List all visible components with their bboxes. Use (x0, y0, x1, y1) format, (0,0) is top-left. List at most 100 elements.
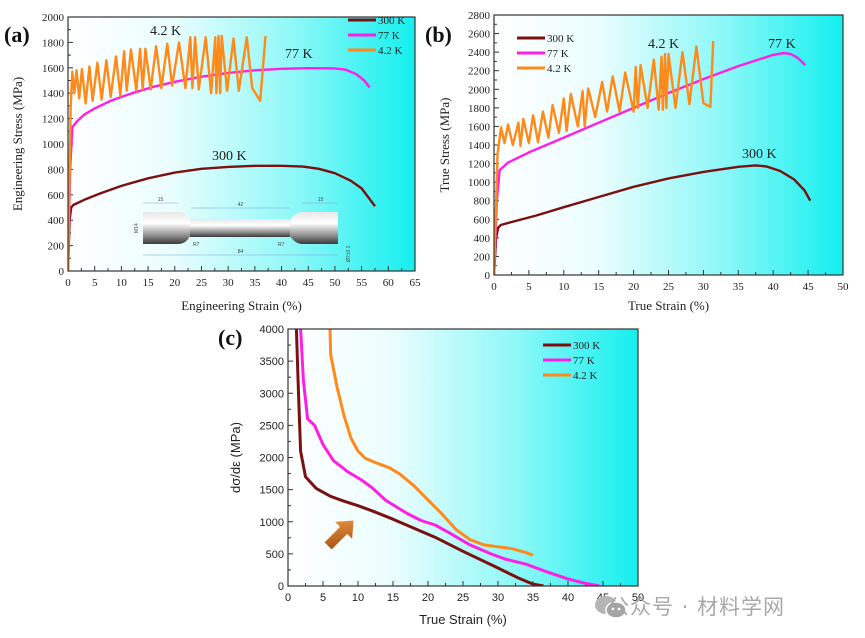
specimen-shoulder-left (178, 212, 190, 244)
legend-label: 4.2 K (378, 45, 403, 57)
x-tick-label: 30 (223, 277, 235, 289)
y-tick-label: 200 (474, 251, 491, 263)
y-tick-label: 1000 (42, 139, 65, 151)
dimension-label: Ø7±0.1 (346, 245, 352, 262)
specimen-shoulder-right (290, 212, 303, 244)
dimension-label: R7 (193, 242, 200, 248)
y-tick-label: 0 (278, 581, 284, 593)
x-tick-label: 40 (768, 281, 780, 293)
y-tick-label: 1500 (260, 485, 284, 497)
x-tick-label: 10 (116, 277, 128, 289)
watermark-text: 公众号 · 材料学网 (608, 595, 786, 619)
x-tick-label: 0 (491, 281, 497, 293)
x-tick-label: 15 (387, 592, 399, 604)
x-tick-label: 0 (285, 592, 291, 604)
x-tick-label: 30 (698, 281, 710, 293)
y-tick-label: 2800 (468, 10, 491, 22)
y-tick-label: 200 (48, 241, 65, 253)
x-tick-label: 25 (663, 281, 675, 293)
x-tick-label: 25 (457, 592, 469, 604)
y-tick-label: 2600 (468, 29, 491, 41)
specimen-gauge (190, 219, 290, 237)
series-line-77-k (68, 67, 371, 271)
x-tick-label: 5 (320, 592, 326, 604)
y-tick-label: 3000 (260, 388, 284, 400)
y-tick-label: 400 (474, 233, 491, 245)
specimen-grip-left (143, 212, 178, 244)
legend-label: 4.2 K (573, 370, 598, 382)
y-tick-label: 600 (474, 214, 491, 226)
legend-label: 4.2 K (547, 63, 572, 75)
y-axis-title: dσ/dε (MPa) (228, 422, 243, 493)
y-tick-label: 0 (59, 266, 65, 278)
legend-label: 300 K (547, 33, 574, 45)
x-tick-label: 25 (196, 277, 208, 289)
x-tick-label: 50 (632, 592, 644, 604)
curve-annotation: 77 K (768, 37, 796, 52)
curve-annotation: 77 K (285, 47, 313, 62)
y-tick-label: 1800 (468, 103, 491, 115)
dimension-label: 42 (238, 202, 244, 208)
y-tick-label: 2500 (260, 420, 284, 432)
legend: 300 K 77 K 4.2 K (348, 15, 405, 57)
curve-annotation: 300 K (742, 147, 777, 162)
legend: 300 K 77 K 4.2 K (517, 33, 574, 75)
series-line-77-k (494, 51, 807, 275)
y-axis-title: True Stress (MPa) (437, 98, 452, 193)
x-tick-label: 35 (527, 592, 539, 604)
y-tick-label: 1400 (468, 140, 491, 152)
x-tick-label: 45 (803, 281, 815, 293)
y-tick-label: 1400 (42, 88, 65, 100)
legend: 300 K 77 K 4.2 K (543, 340, 600, 382)
panel-label: (a) (4, 22, 30, 47)
panel-b: (b) 0 5 10 15 20 25 30 35 40 45 50 0 200 400 600 800 1000… (425, 10, 849, 313)
x-tick-label: 5 (92, 277, 98, 289)
x-tick-label: 30 (492, 592, 504, 604)
y-tick-label: 1200 (42, 114, 65, 126)
y-tick-label: 1600 (468, 121, 491, 133)
x-tick-label: 40 (562, 592, 574, 604)
series-line-300-k (294, 329, 544, 586)
specimen-inset: 15 42 15 84 R7 R7 M14 Ø7±0.1 (134, 197, 352, 262)
x-tick-label: 20 (422, 592, 434, 604)
y-tick-label: 2000 (42, 12, 65, 24)
x-tick-label: 50 (329, 277, 341, 289)
panel-c: (c)0510152025303540455005001000150020002… (218, 324, 644, 627)
y-tick-label: 1000 (260, 517, 284, 529)
wechat-icon (595, 596, 627, 619)
legend-label: 77 K (378, 30, 400, 42)
curve-annotation: 300 K (212, 149, 247, 164)
y-tick-label: 800 (474, 196, 491, 208)
y-tick-label: 0 (485, 270, 491, 282)
y-tick-label: 2000 (260, 453, 284, 465)
y-axis-title: Engineering Stress (MPa) (10, 77, 25, 211)
x-axis-title: Engineering Strain (%) (181, 298, 302, 313)
arrow-icon (324, 520, 354, 550)
y-tick-label: 1200 (468, 159, 491, 171)
x-tick-label: 15 (593, 281, 605, 293)
x-tick-label: 55 (356, 277, 368, 289)
x-axis-title: True Strain (%) (628, 298, 709, 313)
dimension-label: 15 (318, 197, 324, 203)
legend-label: 77 K (547, 48, 569, 60)
arrow-shape (324, 520, 354, 550)
series-line-300-k (68, 164, 376, 271)
curve-annotation: 4.2 K (150, 24, 181, 39)
x-tick-label: 60 (383, 277, 395, 289)
x-tick-label: 45 (303, 277, 315, 289)
dimension-label: 15 (158, 197, 164, 203)
panel-a: (a) 0 5 10 15 20 25 30 35 40 45 50 55 60 65 0 200 400 600 8… (4, 12, 421, 313)
x-tick-label: 10 (558, 281, 570, 293)
panel-label: (b) (425, 22, 452, 47)
curve-annotation: 4.2 K (648, 37, 679, 52)
legend-label: 300 K (573, 340, 600, 352)
series-line-4-2-k (328, 329, 534, 557)
y-tick-label: 800 (48, 164, 65, 176)
series-line-4-2-k (494, 40, 715, 275)
x-tick-label: 40 (276, 277, 288, 289)
x-tick-label: 20 (628, 281, 640, 293)
x-tick-label: 15 (143, 277, 155, 289)
x-tick-label: 20 (169, 277, 181, 289)
dimension-label: 84 (238, 249, 244, 255)
